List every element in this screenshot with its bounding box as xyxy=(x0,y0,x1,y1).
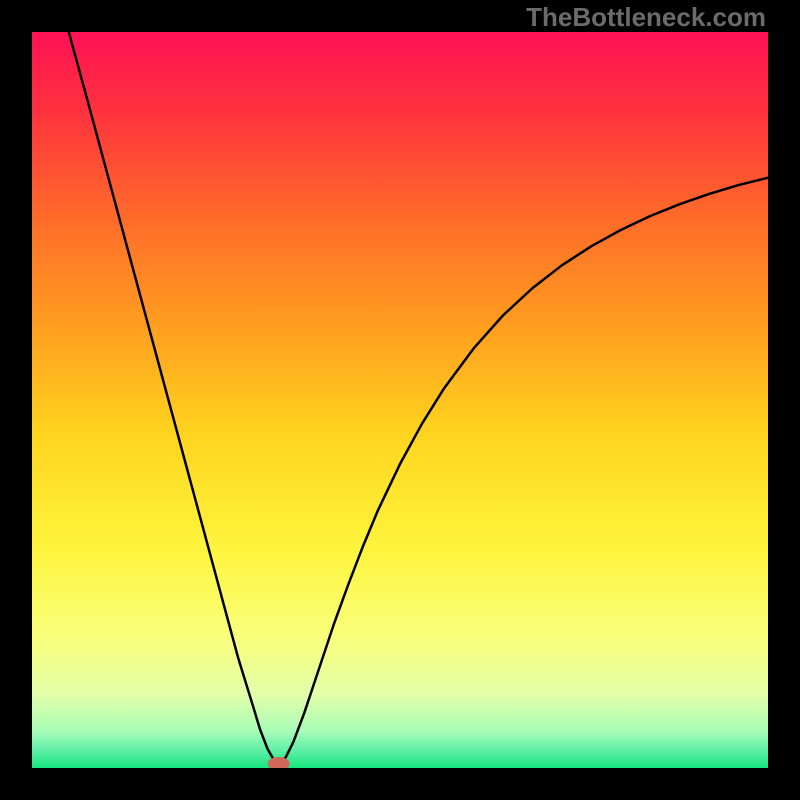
watermark-text: TheBottleneck.com xyxy=(526,2,766,33)
gradient-background xyxy=(32,32,768,768)
plot-area xyxy=(32,32,768,768)
chart-container: TheBottleneck.com xyxy=(0,0,800,800)
chart-svg xyxy=(32,32,768,768)
